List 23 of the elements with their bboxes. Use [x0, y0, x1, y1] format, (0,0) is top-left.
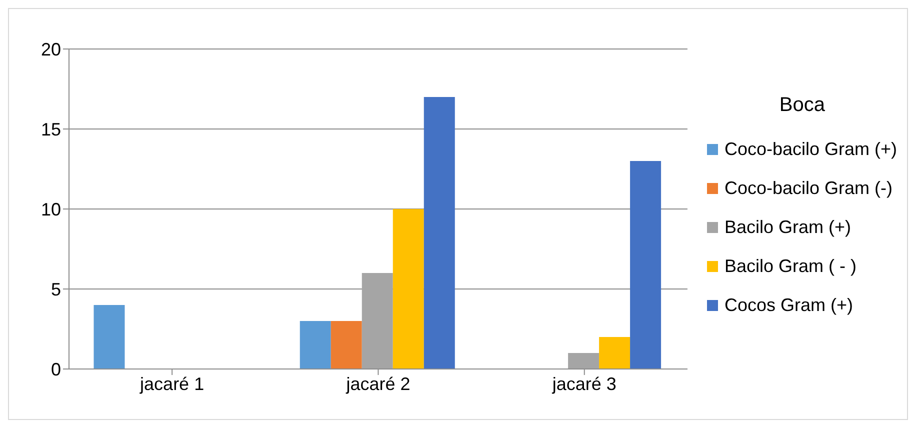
y-tick-label: 15 [40, 119, 61, 140]
bar [424, 97, 455, 369]
legend-title: Boca [778, 94, 826, 117]
bar [568, 353, 600, 369]
y-tick-label: 5 [50, 279, 61, 300]
bar [630, 161, 662, 369]
legend-label: Coco-bacilo Gram (+) [724, 139, 897, 160]
x-tick-label: jacaré 2 [345, 374, 410, 394]
x-tick-label: jacaré 1 [139, 374, 204, 394]
y-tick-label: 0 [50, 359, 61, 380]
bar [362, 273, 393, 369]
bar [300, 321, 331, 369]
bar [392, 209, 424, 369]
x-tick-label: jacaré 3 [551, 374, 616, 394]
y-tick-label: 10 [40, 199, 61, 220]
legend-label: Cocos Gram (+) [724, 295, 853, 316]
legend-label: Bacilo Gram (+) [724, 217, 851, 238]
legend-label: Coco-bacilo Gram (-) [724, 178, 892, 199]
y-tick-label: 20 [40, 39, 61, 60]
bar [330, 321, 362, 369]
legend-label: Bacilo Gram ( - ) [724, 256, 856, 277]
bar [599, 337, 630, 369]
bar [94, 305, 125, 369]
